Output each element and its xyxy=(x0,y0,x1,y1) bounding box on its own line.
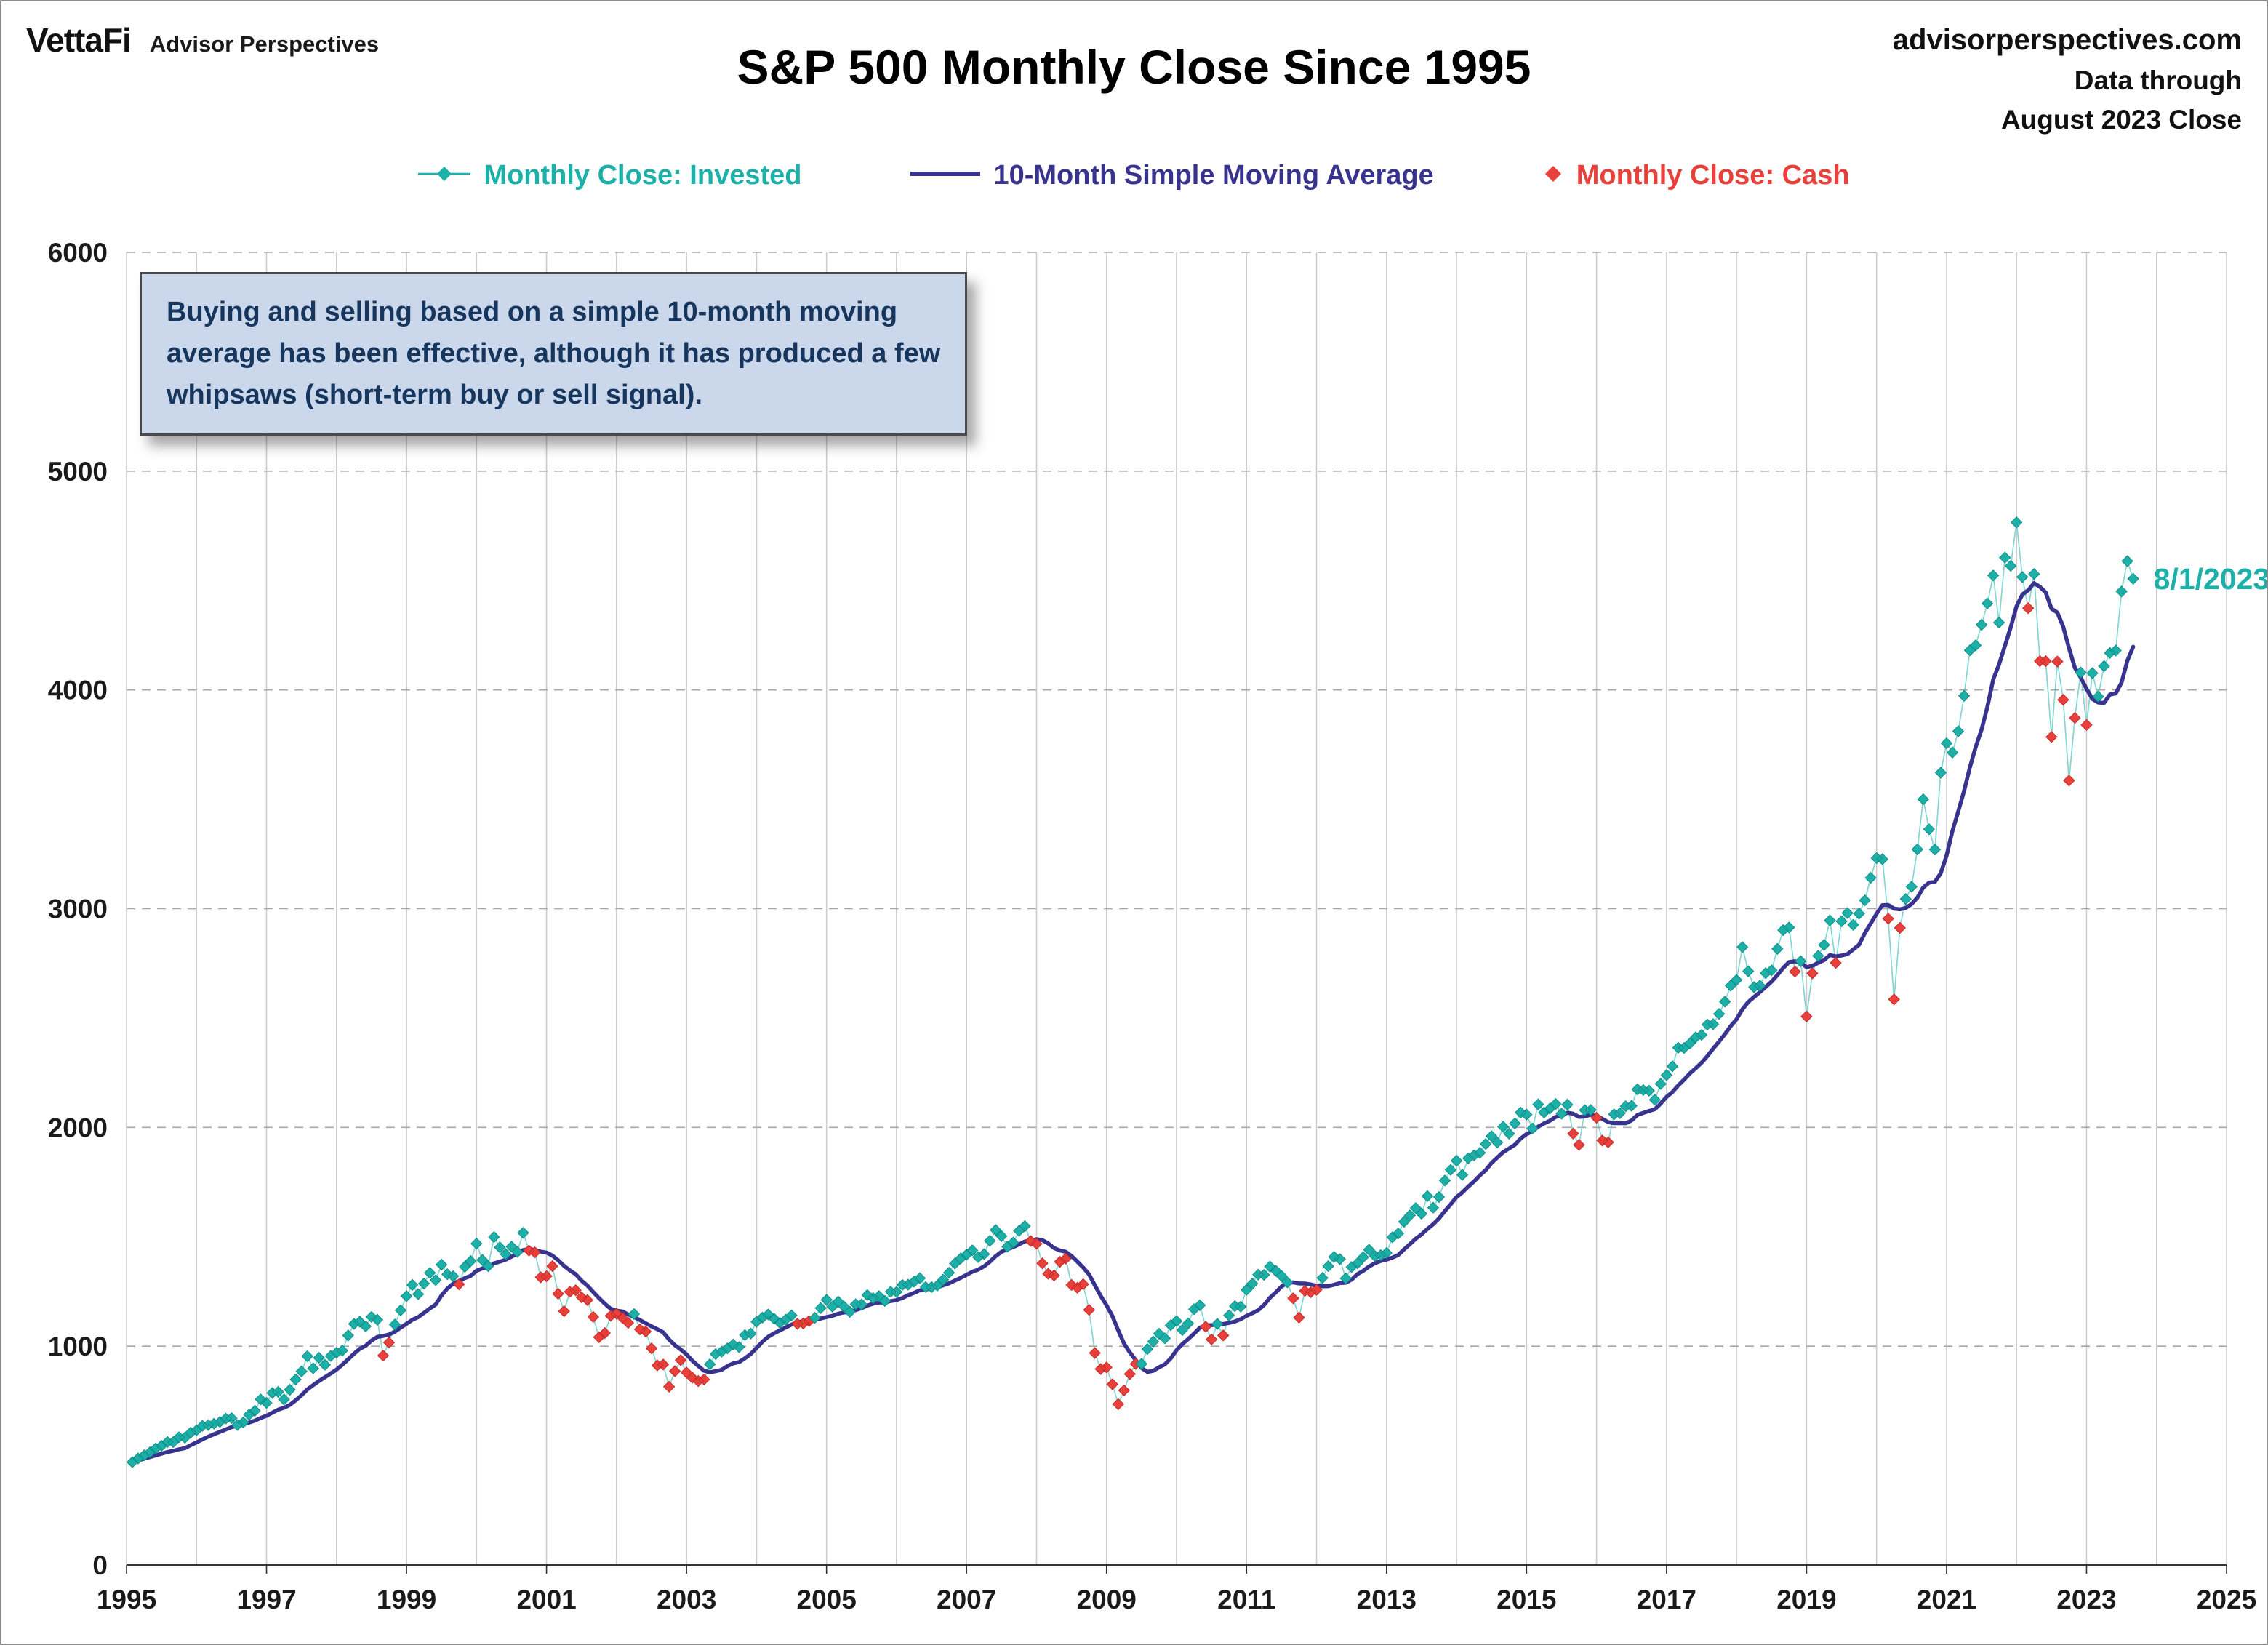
cash-diamond-icon xyxy=(1543,164,1563,188)
svg-text:2025: 2025 xyxy=(2197,1585,2256,1614)
legend-label-invested: Monthly Close: Invested xyxy=(484,160,802,191)
svg-text:2019: 2019 xyxy=(1776,1585,1836,1614)
legend-label-cash: Monthly Close: Cash xyxy=(1576,160,1850,191)
annotation-text-line: average has been effective, although it … xyxy=(167,338,941,369)
svg-text:2007: 2007 xyxy=(937,1585,996,1614)
svg-text:1000: 1000 xyxy=(48,1332,108,1361)
annotation-callout: Buying and selling based on a simple 10-… xyxy=(140,272,968,436)
svg-text:2011: 2011 xyxy=(1217,1585,1275,1614)
vettafi-logo: VettaFi xyxy=(26,21,132,59)
sma-line-icon xyxy=(910,164,981,187)
chart-legend: Monthly Close: Invested 10-Month Simple … xyxy=(1,160,2267,191)
svg-text:0: 0 xyxy=(92,1550,108,1580)
invested-diamond-icon xyxy=(418,164,471,187)
svg-text:2023: 2023 xyxy=(2056,1585,2116,1614)
svg-text:2005: 2005 xyxy=(797,1585,857,1614)
svg-text:1995: 1995 xyxy=(97,1585,156,1614)
legend-label-sma: 10-Month Simple Moving Average xyxy=(993,160,1434,191)
svg-text:2017: 2017 xyxy=(1637,1585,1696,1614)
legend-item-invested: Monthly Close: Invested xyxy=(418,160,801,191)
svg-text:2015: 2015 xyxy=(1496,1585,1556,1614)
annotation-text-line: Buying and selling based on a simple 10-… xyxy=(167,297,898,327)
legend-item-sma: 10-Month Simple Moving Average xyxy=(910,160,1434,191)
svg-text:5000: 5000 xyxy=(48,457,108,487)
svg-text:3000: 3000 xyxy=(48,894,108,924)
svg-text:2013: 2013 xyxy=(1357,1585,1417,1614)
page-title: S&P 500 Monthly Close Since 1995 xyxy=(737,40,1531,94)
source-website: advisorperspectives.com xyxy=(1892,24,2242,56)
legend-item-cash: Monthly Close: Cash xyxy=(1543,160,1850,191)
svg-text:2009: 2009 xyxy=(1077,1585,1137,1614)
advisor-perspectives-label: Advisor Perspectives xyxy=(149,31,380,57)
svg-text:4000: 4000 xyxy=(48,676,108,705)
svg-text:6000: 6000 xyxy=(48,238,108,268)
annotation-text-line: whipsaws (short-term buy or sell signal)… xyxy=(167,380,702,410)
svg-text:2003: 2003 xyxy=(657,1585,716,1614)
brand-header: VettaFi Advisor Perspectives xyxy=(26,20,379,60)
svg-text:1997: 1997 xyxy=(236,1585,296,1614)
svg-text:8/1/2023: 8/1/2023 xyxy=(2154,562,2268,596)
svg-text:2001: 2001 xyxy=(516,1585,576,1614)
svg-text:1999: 1999 xyxy=(377,1585,436,1614)
source-attribution: advisorperspectives.com Data through Aug… xyxy=(1893,19,2242,139)
data-through-line1: Data through xyxy=(2074,65,2242,95)
svg-text:2021: 2021 xyxy=(1917,1585,1976,1614)
data-through-line2: August 2023 Close xyxy=(2000,104,2242,135)
svg-text:2000: 2000 xyxy=(48,1113,108,1142)
